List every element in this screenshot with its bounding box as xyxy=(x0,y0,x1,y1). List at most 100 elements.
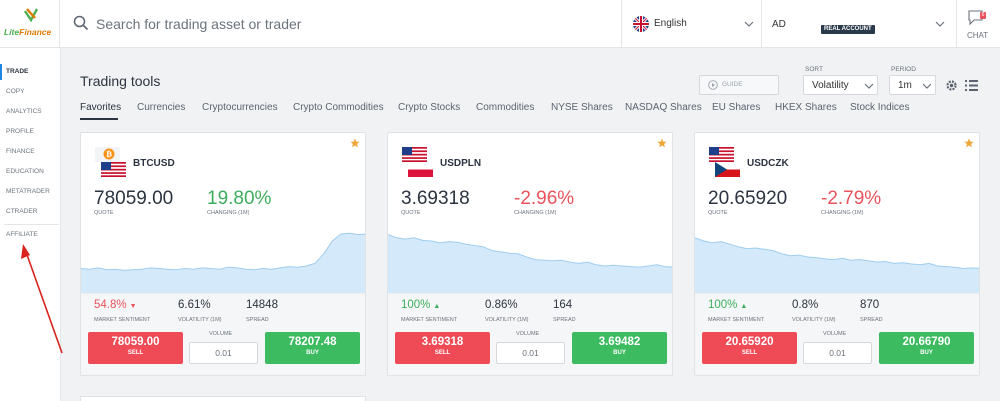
account-selector[interactable]: AD REAL ACCOUNT xyxy=(763,0,957,48)
sidebar-item-metatrader[interactable]: METATRADER xyxy=(6,188,50,195)
sell-button[interactable]: 78059.00 SELL xyxy=(88,332,183,364)
buy-button[interactable]: 3.69482 BUY xyxy=(572,332,667,364)
instrument-card-usdpln[interactable]: USDPLN 3.69318 QUOTE -2.96% CHANGING (1M… xyxy=(387,132,673,376)
sidebar-item-profile[interactable]: PROFILE xyxy=(6,128,34,135)
change-value: -2.79% xyxy=(821,188,882,209)
search-icon xyxy=(73,15,89,31)
sidebar-item-copy[interactable]: COPY xyxy=(6,88,25,95)
us-flag-icon xyxy=(402,147,427,162)
sidebar-item-ctrader[interactable]: CTRADER xyxy=(6,208,38,215)
volume-label: VOLUME xyxy=(516,331,540,337)
stats-row: 100% ▲ MARKET SENTIMENT 0.8% VOLATILITY (… xyxy=(695,293,979,327)
buy-button[interactable]: 20.66790 BUY xyxy=(879,332,974,364)
favorite-star-icon[interactable] xyxy=(350,138,360,148)
real-account-badge: REAL ACCOUNT xyxy=(821,25,875,34)
chevron-down-icon xyxy=(864,83,874,89)
search-input[interactable] xyxy=(96,13,596,35)
sidebar-item-affiliate[interactable]: AFFILIATE xyxy=(6,231,38,238)
sell-button[interactable]: 20.65920 SELL xyxy=(702,332,797,364)
instrument-card-usdczk[interactable]: USDCZK 20.65920 QUOTE -2.79% CHANGING (1… xyxy=(694,132,980,376)
tab-currencies[interactable]: Currencies xyxy=(137,102,186,113)
category-tabs: Favorites Currencies Cryptocurrencies Cr… xyxy=(80,102,920,120)
sparkline-line xyxy=(695,237,979,270)
volatility-label: VOLATILITY (1M) xyxy=(792,317,836,323)
period-select[interactable]: 1m xyxy=(889,75,936,95)
spread-label: SPREAD xyxy=(246,317,269,323)
tab-crypto-stocks[interactable]: Crypto Stocks xyxy=(398,102,461,113)
account-code: AD xyxy=(772,19,786,30)
sidebar-item-finance[interactable]: FINANCE xyxy=(6,148,35,155)
sentiment-label: MARKET SENTIMENT xyxy=(708,317,765,323)
volatility-label: VOLATILITY (1M) xyxy=(485,317,529,323)
gear-icon[interactable] xyxy=(945,79,958,92)
czech-flag-icon xyxy=(715,162,740,177)
sentiment-label: MARKET SENTIMENT xyxy=(401,317,458,323)
sidebar-item-analytics[interactable]: ANALYTICS xyxy=(6,108,42,115)
instrument-name: USDPLN xyxy=(440,158,482,169)
sort-select[interactable]: Volatility xyxy=(803,75,878,95)
spread-value: 14848 xyxy=(246,299,278,311)
sparkline-line xyxy=(388,234,672,268)
chevron-down-icon xyxy=(922,83,932,89)
language-selector[interactable]: English xyxy=(621,0,762,48)
favorite-star-icon[interactable] xyxy=(657,138,667,148)
stats-row: 54.8% ▼ MARKET SENTIMENT 6.61% VOLATILITY… xyxy=(81,293,365,327)
logo-text: LiteFinance xyxy=(4,27,52,37)
volume-label: VOLUME xyxy=(823,331,847,337)
volume-label: VOLUME xyxy=(209,331,233,337)
guide-label: GUIDE xyxy=(722,81,743,88)
uk-flag-icon xyxy=(633,16,649,32)
chat-button[interactable]: 6 CHAT xyxy=(958,0,1000,48)
litefinance-logo[interactable]: LiteFinance xyxy=(0,0,60,48)
change-value: -2.96% xyxy=(514,188,575,209)
change-label: CHANGING (1M) xyxy=(821,210,864,216)
spread-label: SPREAD xyxy=(553,317,576,323)
instrument-card-btcusd[interactable]: ₿ BTCUSD 78059.00 QUOTE 19.80% CHANGING … xyxy=(80,132,366,376)
tab-commodities[interactable]: Commodities xyxy=(476,102,535,113)
price-sparkline xyxy=(695,237,979,293)
sentiment-value: 100% ▲ xyxy=(708,299,748,311)
volume-input[interactable] xyxy=(496,342,565,364)
spread-value: 164 xyxy=(553,299,573,311)
list-view-icon[interactable] xyxy=(965,80,978,91)
guide-button[interactable]: GUIDE xyxy=(699,75,779,95)
logo-mark-icon xyxy=(24,8,38,22)
sidebar-item-trade[interactable]: TRADE xyxy=(0,64,60,80)
tab-eu-shares[interactable]: EU Shares xyxy=(712,102,761,113)
tab-cryptocurrencies[interactable]: Cryptocurrencies xyxy=(202,102,278,113)
quote-value: 3.69318 xyxy=(401,188,470,209)
instrument-name: BTCUSD xyxy=(133,158,175,169)
tab-crypto-commodities[interactable]: Crypto Commodities xyxy=(293,102,384,113)
chat-unread-badge: 6 xyxy=(980,12,986,19)
sidebar-item-education[interactable]: EDUCATION xyxy=(6,168,44,175)
volume-input[interactable] xyxy=(189,342,258,364)
sentiment-value: 100% ▲ xyxy=(401,299,441,311)
quote-value: 20.65920 xyxy=(708,188,788,209)
price-sparkline xyxy=(81,232,365,293)
volume-input[interactable] xyxy=(803,342,872,364)
sentiment-label: MARKET SENTIMENT xyxy=(94,317,151,323)
price-sparkline xyxy=(388,234,672,293)
chevron-down-icon xyxy=(744,21,754,27)
tab-hkex-shares[interactable]: HKEX Shares xyxy=(775,102,837,113)
buy-button[interactable]: 78207.48 BUY xyxy=(265,332,360,364)
tab-favorites[interactable]: Favorites xyxy=(80,102,122,113)
tab-stock-indices[interactable]: Stock Indices xyxy=(850,102,910,113)
spread-value: 870 xyxy=(860,299,880,311)
left-sidebar: TRADE COPY ANALYTICS PROFILE FINANCE EDU… xyxy=(0,48,61,401)
tab-nyse-shares[interactable]: NYSE Shares xyxy=(551,102,613,113)
change-label: CHANGING (1M) xyxy=(514,210,557,216)
play-circle-icon xyxy=(708,80,718,90)
chevron-down-icon xyxy=(935,21,945,27)
language-label: English xyxy=(654,18,687,29)
sparkline-area xyxy=(695,237,979,293)
tab-nasdaq-shares[interactable]: NASDAQ Shares xyxy=(625,102,702,113)
quote-label: QUOTE xyxy=(708,210,728,216)
change-label: CHANGING (1M) xyxy=(207,210,250,216)
sell-button[interactable]: 3.69318 SELL xyxy=(395,332,490,364)
volatility-label: VOLATILITY (1M) xyxy=(178,317,222,323)
instrument-name: USDCZK xyxy=(747,158,789,169)
favorite-star-icon[interactable] xyxy=(964,138,974,148)
